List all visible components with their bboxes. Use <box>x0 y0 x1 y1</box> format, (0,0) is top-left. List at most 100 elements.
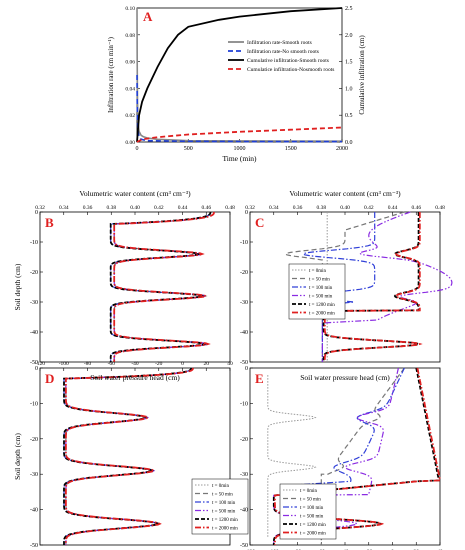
panel-e-ytick-label: -10 <box>240 401 248 407</box>
panel-a-series-0 <box>136 7 343 142</box>
panel-a-frame <box>136 7 343 143</box>
panel-b-ytick-label: -10 <box>30 240 38 246</box>
panel-c-xtick-label: 0.40 <box>340 205 350 211</box>
panel-b-series-1 <box>113 211 215 362</box>
panel-d-series-3 <box>65 367 194 545</box>
panel-b-xtick-label: 0.32 <box>35 205 45 211</box>
panel-e-legend-entry: t = 500 min <box>300 515 324 520</box>
panel-a-legend-entry: Infiltration rate-Smooth roots <box>247 39 312 46</box>
panel-b-xtick-label: 0.34 <box>59 205 69 211</box>
panel-c-ytick-label: -50 <box>240 360 248 366</box>
panel-e-series-1 <box>320 367 405 545</box>
panel-a-ytick-label: 0.08 <box>125 33 135 39</box>
panel-d-ytick-label: -10 <box>30 401 38 407</box>
panel-d-series-4 <box>63 367 192 545</box>
panel-d-legend-entry: t = 1200 min <box>212 518 238 523</box>
panel-e-legend-entry: t = 100 min <box>300 506 324 511</box>
panel-d-xtick-label: -20 <box>155 361 163 367</box>
panel-c-xtick-label: 0.46 <box>411 205 421 211</box>
panel-b-xtick-label: 0.48 <box>225 205 235 211</box>
panel-a-y2label: Cumulative infiltration (cm) <box>358 35 366 115</box>
panel-a-series-2 <box>136 7 343 143</box>
panel-b-xtick-label: 0.46 <box>201 205 211 211</box>
panel-a-y2tick-label: 1.5 <box>345 60 353 66</box>
panel-c-legend-entry: t = 50 min <box>309 278 330 283</box>
panel-e-series-2 <box>297 367 405 486</box>
panel-d-legend-entry: t = 2000 min <box>212 527 238 532</box>
panel-d-series-0 <box>63 367 192 545</box>
panel-e-legend-entry: t = 1200 min <box>300 523 326 528</box>
panel-b-ytick-label: -20 <box>30 270 38 276</box>
panel-c-legend-entry: t = 500 min <box>309 295 333 300</box>
panel-d-xtick-label: 20 <box>204 361 210 367</box>
panel-e-legend-entry: t = 50 min <box>300 498 321 503</box>
panel-e-ytick-label: -40 <box>240 508 248 514</box>
panel-a-letter: A <box>143 9 153 24</box>
panel-a-ytick-label: 0.06 <box>125 60 135 66</box>
panel-d-xtick-label: 40 <box>227 361 233 367</box>
panel-d-legend-entry: t = 500 min <box>212 510 236 515</box>
panel-e-series-0 <box>267 375 317 538</box>
panel-d-ytick-label: 0 <box>35 366 38 372</box>
panel-a-ytick-label: 0.02 <box>125 113 135 119</box>
panel-d-ytick-label: -50 <box>30 543 38 549</box>
panel-c-xtick-label: 0.44 <box>388 205 398 211</box>
panel-b-xtick-label: 0.36 <box>83 205 93 211</box>
panel-d-xtick-label: -120 <box>35 361 45 367</box>
panel-b-top-axis-label: Volumetric water content (cm³ cm⁻³) <box>79 189 191 198</box>
panel-c-legend-entry: t = 1200 min <box>309 303 335 308</box>
panel-e-ytick-label: -20 <box>240 437 248 443</box>
panel-c-legend-entry: t = 0min <box>309 269 326 274</box>
panel-a-ytick-label: 0.10 <box>125 6 135 12</box>
panel-d-axis-label: Soil water pressure head (cm) <box>90 373 180 382</box>
panel-c-xtick-label: 0.36 <box>293 205 303 211</box>
panel-c-ytick-label: -40 <box>240 330 248 336</box>
panel-c-ytick-label: -10 <box>240 240 248 246</box>
panel-c-top-axis-label: Volumetric water content (cm³ cm⁻³) <box>289 189 401 198</box>
panel-b-series-3 <box>113 211 215 362</box>
panel-c-xtick-label: 0.38 <box>316 205 326 211</box>
panel-e-legend-box <box>279 483 337 540</box>
panel-a-xtick-label: 0 <box>136 146 139 152</box>
panel-b-xtick-label: 0.40 <box>130 205 140 211</box>
panel-b-ytick-label: -40 <box>30 330 38 336</box>
panel-a-y2tick-label: 0.0 <box>345 140 353 146</box>
panel-a-series-1 <box>136 74 342 143</box>
panel-a-legend-entry: Cumulative infiltration-Smooth roots <box>247 57 329 64</box>
panel-b-xtick-label: 0.44 <box>178 205 188 211</box>
panel-d-xtick-label: -100 <box>59 361 69 367</box>
panel-a-legend-entry: Cumulatice infiltration-Nosmooth roots <box>247 66 334 73</box>
panel-c-xtick-label: 0.42 <box>364 205 374 211</box>
panel-e-frame <box>249 367 441 546</box>
panel-b-series-5 <box>113 211 215 362</box>
panel-c-legend-entry: t = 2000 min <box>309 312 335 317</box>
panel-c-letter: C <box>255 215 264 230</box>
panel-d-letter: D <box>45 371 54 386</box>
panel-a-y2tick-label: 2.0 <box>345 33 353 39</box>
panel-c-xtick-label: 0.32 <box>245 205 255 211</box>
panel-e-axis-label: Soil water pressure head (cm) <box>300 373 390 382</box>
panel-a-xtick-label: 2000 <box>336 146 348 152</box>
panel-d-series-2 <box>63 367 192 545</box>
panel-c-ytick-label: -30 <box>240 300 248 306</box>
panel-a-xtick-label: 1000 <box>234 146 246 152</box>
panel-a-ytick-label: 0.04 <box>125 86 135 92</box>
panel-c-xtick-label: 0.34 <box>269 205 279 211</box>
panel-a-y2tick-label: 0.5 <box>345 113 353 119</box>
panel-b-ytick-label: -30 <box>30 300 38 306</box>
panel-c-series-4 <box>322 212 422 362</box>
panel-d-legend-box <box>191 478 249 535</box>
panel-d-series-5 <box>65 367 194 545</box>
panel-b-ytick-label: 0 <box>35 210 38 216</box>
panel-b-xtick-label: 0.38 <box>106 205 116 211</box>
panel-b-frame <box>39 211 231 363</box>
panel-d-xtick-label: -60 <box>108 361 116 367</box>
panel-b-series-4 <box>109 212 212 362</box>
panel-a-ylabel: Infiltration rate (cm min⁻¹) <box>107 36 115 113</box>
panel-a-y2tick-label: 1.0 <box>345 86 353 92</box>
panel-d-legend-entry: t = 100 min <box>212 501 236 506</box>
panel-a-xtick-label: 1500 <box>285 146 297 152</box>
panel-b-letter: B <box>45 215 54 230</box>
panel-d-legend-entry: t = 0min <box>212 484 229 489</box>
